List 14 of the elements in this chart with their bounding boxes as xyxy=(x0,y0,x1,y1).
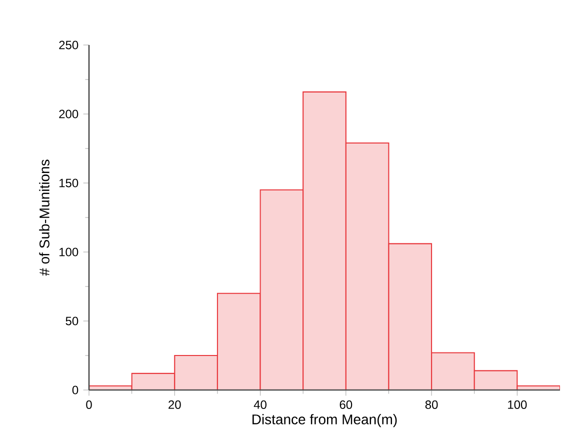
x-axis-title: Distance from Mean(m) xyxy=(252,414,397,428)
y-tick-label: 50 xyxy=(66,316,78,326)
y-tick-label: 250 xyxy=(59,40,78,50)
y-tick-label: 100 xyxy=(59,248,78,256)
x-tick-label: 40 xyxy=(254,400,266,409)
x-tick-label: 0 xyxy=(86,400,92,409)
y-tick-label: 0 xyxy=(72,386,78,394)
x-tick-label: 80 xyxy=(425,400,438,409)
x-tick-label: 100 xyxy=(508,400,527,409)
y-tick-label: 200 xyxy=(59,110,78,118)
y-tick-label: 150 xyxy=(59,178,78,188)
x-tick-label: 20 xyxy=(168,400,181,409)
y-axis-title: # of Sub-Munitions xyxy=(39,160,50,276)
x-tick-label: 60 xyxy=(340,400,352,409)
